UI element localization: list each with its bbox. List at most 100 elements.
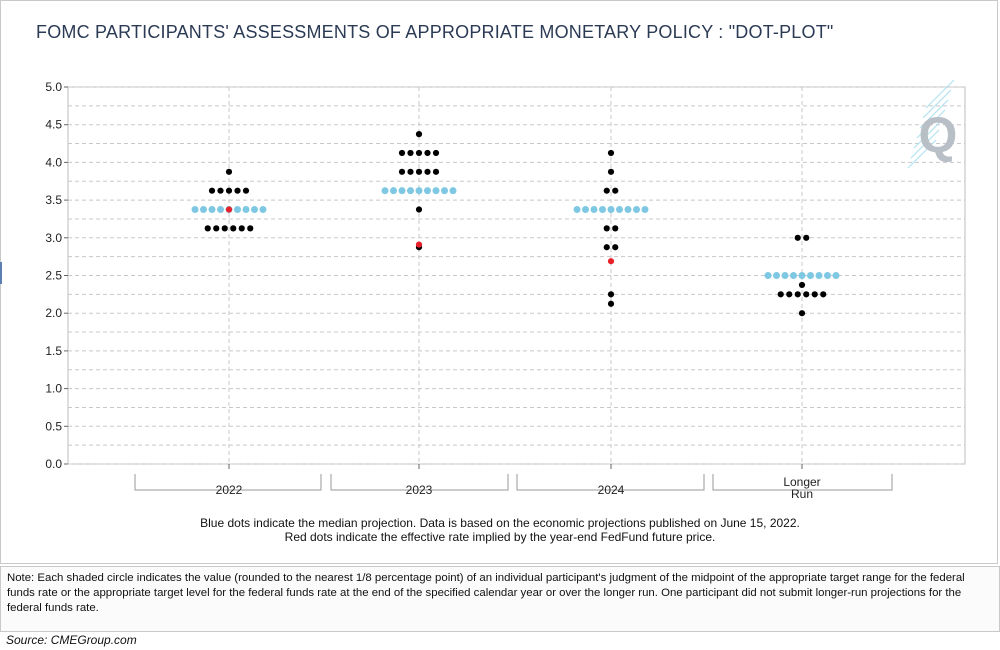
- median-dot: [251, 206, 258, 214]
- participant-dot: [432, 168, 440, 175]
- median-dot: [259, 206, 267, 214]
- panel-edge-marker: [0, 262, 2, 284]
- median-dot: [415, 187, 423, 195]
- logo-speed-line: [925, 79, 955, 109]
- futures-dot: [607, 258, 615, 265]
- median-dot: [582, 206, 589, 214]
- participant-dot: [786, 291, 793, 298]
- median-dot: [781, 272, 789, 279]
- participant-dot: [424, 149, 431, 157]
- median-dot: [432, 187, 440, 195]
- logo-speed-line: [913, 119, 943, 149]
- participant-dot: [415, 206, 423, 213]
- median-dot: [234, 206, 241, 214]
- participant-dot: [777, 291, 784, 298]
- participant-dot: [415, 168, 423, 175]
- x-category-label: 2022: [216, 483, 243, 497]
- median-dot: [824, 272, 831, 279]
- y-tick-label: 1.0: [45, 382, 62, 396]
- participant-dot: [230, 225, 237, 232]
- median-dot: [200, 206, 207, 214]
- y-tick-label: 2.5: [45, 269, 62, 283]
- median-dot: [641, 206, 649, 214]
- participant-dot: [424, 168, 431, 175]
- participant-dot: [612, 225, 619, 232]
- participant-dot: [225, 187, 233, 194]
- source-label: Source: CMEGroup.com: [6, 633, 137, 647]
- y-tick-label: 0.5: [45, 419, 62, 433]
- footnote: Note: Each shaded circle indicates the v…: [0, 566, 1000, 632]
- y-tick-label: 3.5: [45, 193, 62, 207]
- median-dot: [798, 272, 806, 279]
- category-bracket: [330, 474, 509, 491]
- participant-dot: [820, 291, 827, 298]
- x-category-label: Run: [791, 487, 813, 501]
- median-dot: [616, 206, 623, 214]
- y-tick-label: 5.0: [45, 80, 62, 94]
- caption-median: Blue dots indicate the median projection…: [200, 516, 800, 530]
- median-dot: [790, 272, 797, 279]
- median-dot: [390, 187, 397, 195]
- y-tick-label: 2.0: [45, 306, 62, 320]
- participant-dot: [794, 234, 801, 241]
- logo-speed-line: [919, 99, 949, 129]
- logo-speed-line: [916, 109, 946, 139]
- participant-dot: [247, 225, 254, 232]
- caption-futures: Red dots indicate the effective rate imp…: [284, 530, 716, 544]
- participant-dot: [213, 225, 220, 232]
- category-bracket: [134, 474, 322, 491]
- logo-speed-line: [922, 89, 952, 119]
- participant-dot: [798, 281, 806, 289]
- participant-dot: [612, 244, 619, 251]
- median-dot: [773, 272, 780, 279]
- axis-layer: 0.0 0.5 1.0 1.5 2.0 2.5 3.0 3.5 4.0 4.5 5.0 2022 202…: [45, 80, 893, 501]
- category-bracket: [712, 474, 893, 491]
- y-tick-label: 4.0: [45, 155, 62, 169]
- participant-dot: [415, 149, 423, 157]
- median-dot: [832, 272, 840, 279]
- participant-dot: [612, 187, 619, 194]
- median-dot: [208, 206, 216, 214]
- participant-dot: [811, 291, 818, 298]
- participant-dot: [803, 291, 810, 298]
- participant-dot: [607, 300, 615, 307]
- participant-dot: [607, 291, 615, 298]
- median-dot: [815, 272, 823, 279]
- participant-dot: [794, 291, 801, 298]
- participant-dot: [415, 131, 423, 138]
- participant-dot: [607, 149, 615, 157]
- y-tick-label: 4.5: [45, 118, 62, 132]
- logo-speed-line: [907, 139, 937, 169]
- grid-layer: [67, 86, 966, 465]
- x-category-label: 2023: [406, 483, 433, 497]
- y-tick-label: 0.0: [45, 457, 62, 471]
- participant-dot: [803, 234, 810, 241]
- median-dot: [242, 206, 250, 214]
- median-dot: [441, 187, 448, 195]
- median-dot: [607, 206, 615, 214]
- median-dot: [807, 272, 814, 279]
- category-bracket: [516, 474, 705, 491]
- participant-dot: [238, 225, 245, 232]
- x-category-label: Longer: [783, 475, 820, 489]
- participant-dot: [398, 149, 406, 157]
- median-dot: [191, 206, 199, 214]
- median-dot: [633, 206, 640, 214]
- futures-dot: [225, 206, 233, 213]
- chart-panel: [0, 0, 998, 564]
- median-dot: [590, 206, 598, 214]
- participant-dot: [221, 225, 228, 232]
- participant-dot: [607, 168, 615, 175]
- participant-dot: [225, 168, 233, 175]
- dot-plot-chart: 0.0 0.5 1.0 1.5 2.0 2.5 3.0 3.5 4.0 4.5 5.0 2022 202…: [45, 79, 966, 501]
- logo-speed-line: [910, 129, 940, 159]
- participant-dot: [432, 149, 440, 157]
- median-dot: [449, 187, 457, 195]
- median-dot: [624, 206, 632, 214]
- median-dot: [573, 206, 581, 214]
- participant-dot: [217, 187, 224, 194]
- y-tick-label: 3.0: [45, 231, 62, 245]
- chart-title: FOMC PARTICIPANTS' ASSESSMENTS OF APPROP…: [36, 22, 834, 42]
- participant-dot: [242, 187, 250, 194]
- participant-dot: [234, 187, 241, 194]
